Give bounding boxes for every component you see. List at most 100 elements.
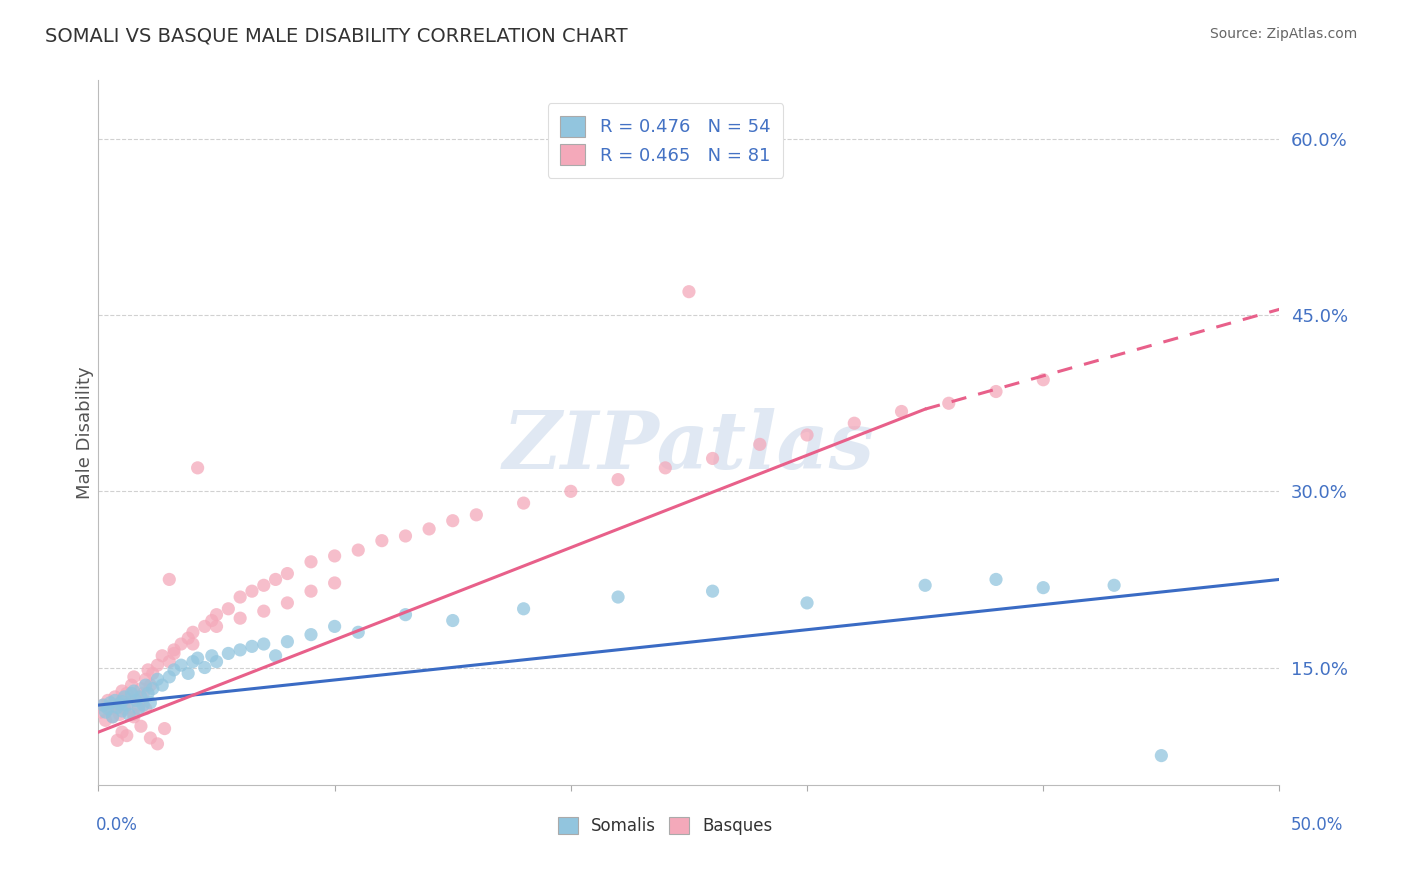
Point [217, 601, 239, 615]
Point [125, 693, 148, 707]
Point [135, 701, 157, 715]
Text: Source: ZipAtlas.com: Source: ZipAtlas.com [1209, 27, 1357, 41]
Point [101, 710, 124, 724]
Point [111, 693, 134, 707]
Point [90, 705, 112, 719]
Point [938, 396, 960, 410]
Point [607, 473, 630, 487]
Point [105, 700, 128, 714]
Point [135, 673, 157, 687]
Point [177, 631, 200, 645]
Point [512, 496, 534, 510]
Point [299, 555, 322, 569]
Point [122, 670, 145, 684]
Point [299, 584, 322, 599]
Point [181, 637, 204, 651]
Point [229, 590, 252, 604]
Point [170, 658, 193, 673]
Point [323, 619, 346, 633]
Point [157, 573, 180, 587]
Point [163, 643, 186, 657]
Point [142, 666, 165, 681]
Point [607, 590, 630, 604]
Point [139, 696, 162, 710]
Point [253, 637, 276, 651]
Point [122, 684, 145, 698]
Point [111, 725, 134, 739]
Point [187, 460, 209, 475]
Point [150, 678, 173, 692]
Point [984, 573, 1007, 587]
Point [347, 543, 370, 558]
Point [146, 673, 169, 687]
Point [111, 684, 134, 698]
Point [914, 578, 936, 592]
Point [205, 607, 228, 622]
Point [157, 655, 180, 669]
Point [98, 701, 121, 715]
Point [796, 596, 818, 610]
Point [121, 678, 143, 692]
Point [181, 625, 204, 640]
Point [240, 584, 263, 599]
Point [441, 514, 464, 528]
Point [560, 484, 582, 499]
Point [111, 695, 134, 709]
Text: SOMALI VS BASQUE MALE DISABILITY CORRELATION CHART: SOMALI VS BASQUE MALE DISABILITY CORRELA… [45, 27, 627, 45]
Point [115, 698, 138, 712]
Point [146, 737, 169, 751]
Point [146, 658, 169, 673]
Point [125, 690, 148, 704]
Point [276, 634, 298, 648]
Point [163, 663, 186, 677]
Point [136, 686, 159, 700]
Point [276, 596, 298, 610]
Point [112, 690, 135, 704]
Point [1032, 373, 1054, 387]
Point [142, 681, 165, 696]
Y-axis label: Male Disability: Male Disability [76, 367, 94, 499]
Point [118, 707, 141, 722]
Point [118, 696, 141, 710]
Point [98, 696, 121, 710]
Point [94, 705, 117, 719]
Point [111, 704, 134, 718]
Point [984, 384, 1007, 399]
Point [1150, 748, 1173, 763]
Point [253, 578, 276, 592]
Point [108, 697, 131, 711]
Point [139, 731, 162, 745]
Point [132, 698, 155, 712]
Point [205, 619, 228, 633]
Point [112, 701, 135, 715]
Point [128, 701, 150, 715]
Point [276, 566, 298, 581]
Point [91, 698, 114, 712]
Point [323, 549, 346, 563]
Point [150, 648, 173, 663]
Point [299, 627, 322, 641]
Point [371, 533, 394, 548]
Point [217, 647, 239, 661]
Point [194, 660, 217, 674]
Point [240, 640, 263, 654]
Point [394, 529, 416, 543]
Point [153, 722, 176, 736]
Point [844, 416, 866, 430]
Point [129, 681, 152, 696]
Point [129, 719, 152, 733]
Point [702, 451, 724, 466]
Point [97, 701, 120, 715]
Point [394, 607, 416, 622]
Point [465, 508, 488, 522]
Point [105, 733, 128, 747]
Point [890, 404, 912, 418]
Point [194, 619, 217, 633]
Point [135, 678, 157, 692]
Point [201, 614, 224, 628]
Point [104, 693, 127, 707]
Point [163, 647, 186, 661]
Point [105, 698, 128, 712]
Point [129, 690, 152, 704]
Point [104, 690, 127, 704]
